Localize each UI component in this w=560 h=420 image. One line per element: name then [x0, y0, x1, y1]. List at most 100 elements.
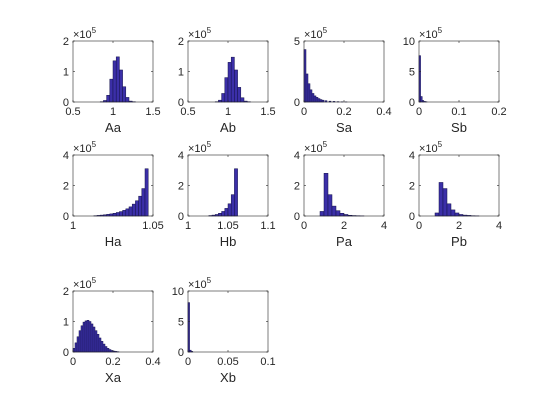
histogram-bar: [104, 346, 108, 353]
x-axis-label: Sb: [451, 120, 467, 135]
histogram-bar: [115, 56, 120, 103]
histogram-bar: [442, 188, 448, 217]
histogram-bar: [327, 194, 333, 217]
x-axis-label: Xa: [105, 370, 122, 385]
y-tick-label: 2: [63, 286, 69, 298]
histogram-bar: [74, 342, 78, 353]
x-tick-label: 4: [381, 220, 387, 232]
y-exponent-label: ×105: [73, 26, 97, 41]
histogram-bar: [125, 97, 130, 103]
histogram-bar: [315, 97, 319, 103]
histogram-bar: [119, 211, 123, 217]
histogram-bar: [221, 211, 226, 217]
axes-box: [187, 290, 269, 353]
x-tick-label: 2: [456, 220, 462, 232]
histogram-bar: [240, 97, 245, 103]
x-tick-label: 0.2: [336, 106, 351, 118]
y-tick-label: 5: [294, 36, 300, 48]
histogram-bar: [106, 95, 111, 103]
y-exponent-label: ×105: [188, 140, 212, 155]
x-axis-label: Aa: [105, 120, 122, 135]
y-exponent-label: ×105: [73, 140, 97, 155]
histogram-bar: [309, 89, 313, 103]
histogram-bar: [108, 349, 112, 353]
y-tick-label: 2: [63, 36, 69, 48]
y-tick-label: 4: [409, 150, 415, 162]
histogram-panel-aa: 0.5 1 1.5 0 1 2 ×105 Aa: [63, 26, 161, 135]
x-axis-label: Pa: [336, 234, 353, 249]
y-tick-label: 10: [172, 286, 184, 298]
histogram-bar: [446, 203, 452, 217]
histogram-bar: [76, 336, 80, 353]
histogram-bar: [135, 200, 139, 217]
histogram-bar: [323, 173, 329, 217]
histogram-bar: [92, 326, 96, 353]
axes-box: [303, 40, 385, 103]
histogram-panel-sa: 0 0.2 0.4 0 5 ×105 Sa: [294, 26, 392, 135]
histogram-bar: [90, 323, 94, 353]
histogram-panel-ab: 0.5 1 1.5 0 1 2 ×105 Ab: [178, 26, 276, 135]
x-axis-label: Pb: [451, 234, 467, 249]
y-tick-label: 0: [294, 97, 300, 109]
histogram-bar: [141, 188, 146, 217]
histogram-bar: [125, 208, 130, 217]
y-tick-label: 4: [178, 150, 184, 162]
x-tick-label: 0.5: [65, 106, 80, 118]
x-tick-label: 0.1: [260, 356, 275, 368]
histogram-bar: [84, 320, 88, 353]
y-tick-label: 1: [178, 67, 184, 79]
histogram-panel-hb: 1 1.05 1.1 0 2 4 ×105 Hb: [178, 140, 276, 249]
x-tick-label: 0.4: [145, 356, 160, 368]
x-tick-label: 1.05: [142, 220, 163, 232]
x-axis-label: Ab: [220, 120, 236, 135]
y-tick-label: 0: [409, 211, 415, 223]
histogram-bar: [234, 69, 238, 103]
histogram-bar: [109, 78, 114, 103]
histogram-bar: [319, 99, 323, 103]
y-exponent-label: ×105: [188, 276, 212, 291]
x-tick-label: 0.5: [180, 106, 195, 118]
y-tick-label: 10: [403, 36, 415, 48]
histogram-bar: [78, 330, 82, 353]
histogram-bar: [227, 62, 232, 103]
x-tick-label: 1.1: [260, 220, 275, 232]
x-axis-label: Xb: [220, 370, 236, 385]
histogram-bar: [131, 203, 136, 217]
histogram-bar: [115, 212, 120, 217]
axes-box: [418, 154, 500, 217]
y-exponent-label: ×105: [73, 276, 97, 291]
histogram-panel-ha: 1 1.05 0 2 4 ×105 Ha: [63, 140, 164, 249]
axes-box: [418, 40, 500, 103]
histogram-bar: [317, 98, 321, 103]
x-tick-label: 0: [301, 220, 307, 232]
x-tick-label: 1: [185, 220, 191, 232]
x-axis-label: Ha: [105, 234, 122, 249]
y-tick-label: 4: [294, 150, 300, 162]
y-tick-label: 0: [63, 347, 69, 359]
histogram-panel-sb: 0 0.1 0.2 0 5 10 ×105 Sb: [403, 26, 507, 135]
x-tick-label: 0.4: [376, 106, 391, 118]
histogram-bar: [434, 212, 440, 217]
histogram-bar: [224, 77, 229, 103]
axes-box: [303, 154, 385, 217]
x-tick-label: 0.05: [217, 356, 238, 368]
x-tick-label: 2: [341, 220, 347, 232]
histogram-bar: [230, 194, 235, 217]
y-tick-label: 2: [409, 181, 415, 193]
histogram-bar: [307, 83, 311, 103]
x-tick-label: 4: [496, 220, 502, 232]
y-tick-label: 1: [63, 317, 69, 329]
x-tick-label: 0.2: [105, 356, 120, 368]
y-tick-label: 0: [178, 211, 184, 223]
histogram-bar: [313, 95, 317, 103]
x-tick-label: 0: [301, 106, 307, 118]
y-tick-label: 0: [409, 97, 415, 109]
histogram-panel-pb: 0 2 4 0 2 4 ×105 Pb: [409, 140, 502, 249]
y-tick-label: 5: [409, 67, 415, 79]
y-tick-label: 1: [63, 67, 69, 79]
x-tick-label: 1.05: [217, 220, 238, 232]
histogram-bar: [88, 321, 92, 353]
histogram-bar: [227, 203, 232, 217]
y-tick-label: 2: [294, 181, 300, 193]
